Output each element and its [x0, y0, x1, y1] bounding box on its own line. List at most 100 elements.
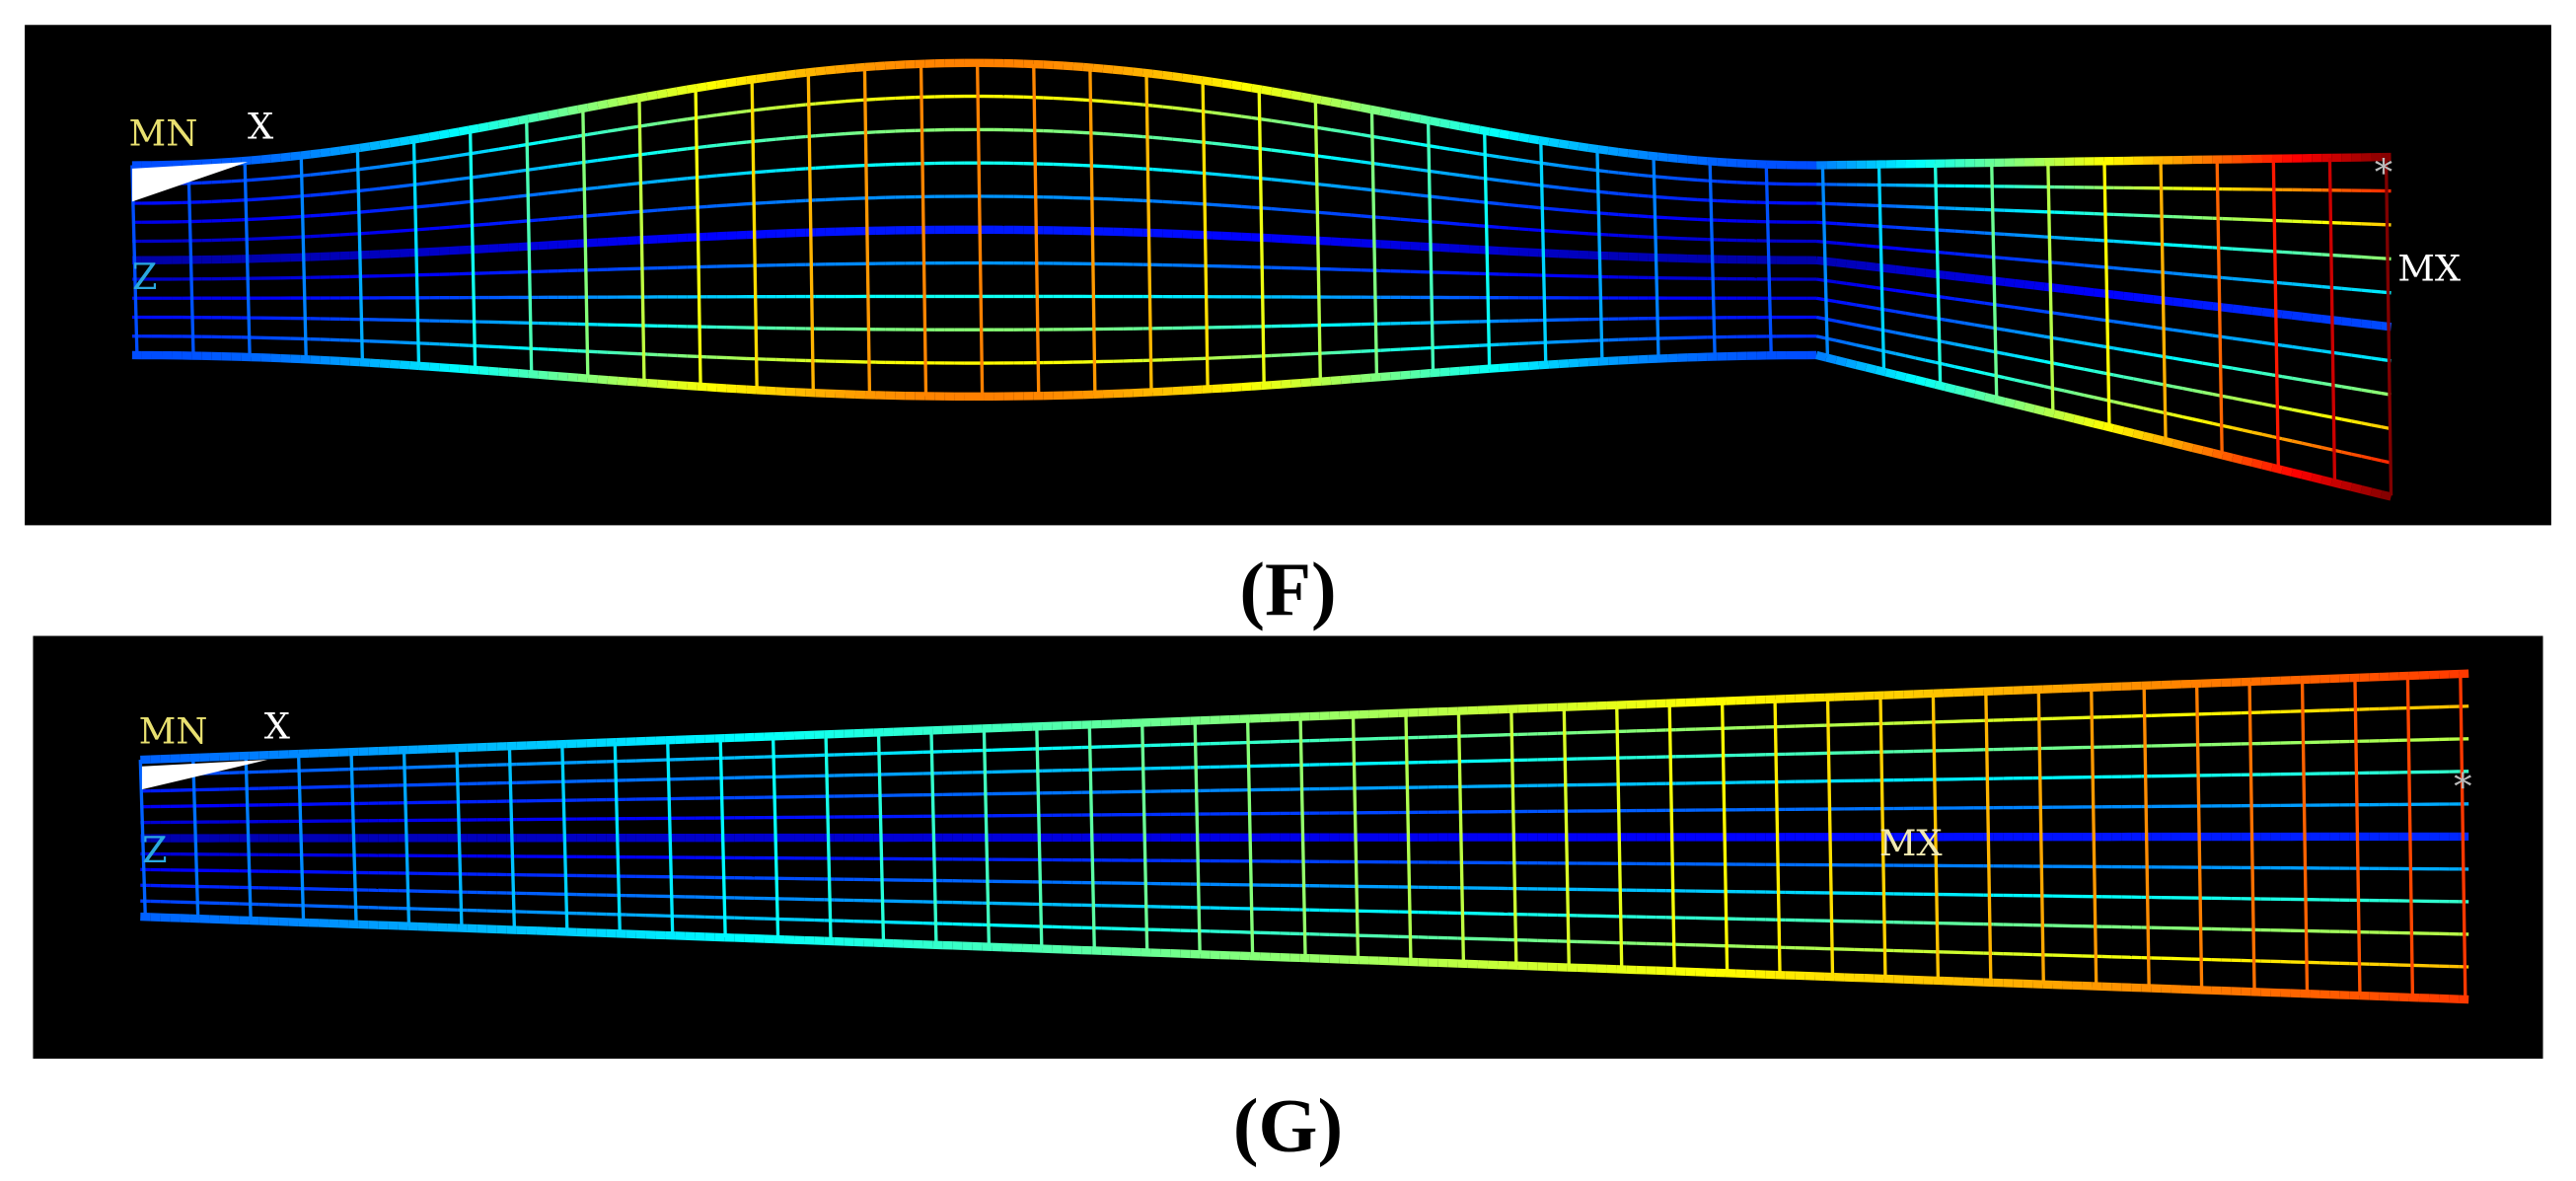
mesh-line [2153, 381, 2164, 387]
mesh-line [2292, 251, 2303, 256]
mesh-line [2370, 320, 2382, 331]
mesh-line [330, 190, 340, 195]
mesh-line [1439, 367, 1450, 377]
mesh-line [1895, 310, 1906, 316]
mode-shape-f [130, 58, 2393, 501]
mesh-line [1152, 104, 1163, 109]
mesh-line [1389, 371, 1401, 381]
mesh-line [1990, 162, 1999, 399]
mesh-line [359, 209, 371, 214]
mesh-line [200, 159, 212, 168]
mesh-line [1369, 110, 1379, 378]
mesh-line [736, 140, 747, 145]
mesh-line [448, 363, 460, 373]
mesh-line [2201, 446, 2214, 458]
mesh-line [1123, 166, 1134, 170]
mesh-line [1488, 127, 1501, 138]
mesh-line [418, 247, 430, 257]
mesh-line [1300, 92, 1312, 103]
mesh-line [2192, 331, 2203, 336]
mesh-line [1558, 359, 1570, 369]
mesh-line [626, 153, 638, 159]
mesh-line [1300, 181, 1312, 185]
mesh-line [2073, 339, 2085, 345]
mesh-line [1420, 219, 1431, 224]
mesh-line [1459, 222, 1470, 227]
mesh-line [280, 152, 292, 162]
mesh-line [785, 199, 796, 204]
mesh-line [231, 179, 242, 184]
mesh-line [369, 358, 381, 368]
mesh-line [1509, 226, 1519, 231]
mesh-line [1836, 221, 1847, 226]
mesh-line [835, 99, 846, 105]
mesh-line [2302, 251, 2313, 256]
mesh-line [1320, 154, 1332, 160]
mesh-line [2311, 473, 2323, 484]
mesh-line [1618, 212, 1629, 217]
mesh-line [2222, 275, 2234, 281]
mesh-line [1271, 380, 1283, 390]
mesh-line [1855, 323, 1867, 329]
mesh-line [2192, 388, 2204, 395]
mesh-line [1905, 247, 1916, 253]
mesh-line [2113, 239, 2124, 244]
mesh-line [1340, 157, 1352, 163]
mesh-line [320, 212, 331, 217]
mesh-line [975, 62, 985, 397]
mesh-line [1182, 200, 1193, 205]
mesh-line [280, 175, 291, 180]
mesh-line [1360, 132, 1371, 138]
mesh-line [1449, 196, 1460, 202]
mesh-line [1994, 303, 2006, 308]
mesh-line [2004, 351, 2016, 358]
mesh-line [528, 140, 539, 146]
mesh-line [2327, 157, 2337, 482]
mesh-line [1945, 340, 1956, 346]
mesh-line [1489, 246, 1500, 256]
mesh-line [2202, 332, 2214, 337]
mesh-line [1925, 227, 1936, 232]
mesh-line [1340, 375, 1352, 385]
mesh-line [766, 200, 776, 205]
mesh-line [2301, 409, 2313, 415]
mesh-line [1578, 187, 1589, 192]
mesh-line [1964, 273, 1976, 283]
mesh-line [1667, 176, 1678, 181]
mesh-line [1954, 342, 1966, 348]
mesh-line [687, 205, 698, 210]
mesh-line [1884, 263, 1896, 274]
mesh-line [1360, 373, 1371, 383]
mesh-line [428, 180, 440, 185]
mesh-line [2053, 283, 2065, 294]
mesh-line [270, 153, 281, 163]
mesh-line [1182, 386, 1193, 396]
mesh-line [320, 355, 331, 365]
mesh-line [2143, 406, 2154, 412]
mesh-line [1518, 227, 1529, 232]
mesh-line [1597, 169, 1609, 174]
mesh-line [2370, 487, 2383, 499]
mesh-line [1380, 347, 1391, 352]
mesh-line [2143, 379, 2154, 385]
mesh-line [2291, 376, 2303, 382]
mesh-line [310, 213, 321, 218]
mesh-line [1657, 175, 1668, 180]
mesh-line [1281, 149, 1292, 155]
mesh-line [1845, 358, 1858, 369]
mesh-line [587, 185, 599, 191]
mesh-line [2083, 315, 2095, 321]
mesh-line [1449, 221, 1460, 226]
mesh-line [705, 80, 718, 91]
mesh-line [468, 129, 478, 370]
mesh-line [2083, 416, 2096, 428]
mesh-line [2123, 240, 2134, 245]
mesh-line [884, 60, 896, 70]
mesh-line [2261, 307, 2273, 318]
mesh-line [1687, 155, 1698, 165]
mesh-line [231, 157, 242, 167]
mesh-line [2004, 256, 2016, 261]
mode-shape-g [138, 669, 2469, 1004]
mesh-line [310, 234, 321, 239]
mesh-line [1855, 360, 1868, 372]
